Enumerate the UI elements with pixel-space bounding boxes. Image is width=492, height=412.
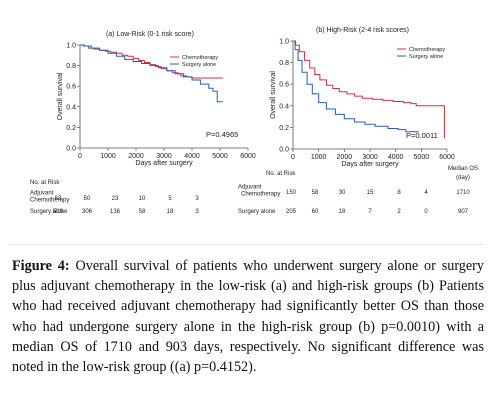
y-tick-label-a: 0.0 [66, 146, 76, 153]
x-axis-label-a: Days after surgery [135, 160, 193, 167]
y-tick-label-b: 0.2 [279, 125, 289, 132]
y-tick-label-a: 0.2 [66, 125, 76, 132]
median-os-unit: (day) [456, 175, 470, 181]
risk-row-label-a: Adjuvant [30, 191, 54, 197]
risk-cell-a: 18 [167, 209, 174, 215]
x-axis-label-b: Days after surgery [341, 161, 399, 168]
y-tick-label-b: 0.4 [279, 103, 289, 110]
risk-cell-b: 15 [367, 190, 374, 196]
legend-entry-b: Chemotherapy [409, 47, 445, 53]
x-tick-label-b: 2000 [337, 154, 353, 161]
caption-text: Overall survival of patients who underwe… [12, 258, 484, 376]
legend-entry-a: Surgery alone [182, 62, 216, 68]
risk-cell-a: 3 [195, 196, 199, 202]
risk-cell-a: 5 [168, 196, 172, 202]
risk-cell-a: 518 [53, 209, 64, 215]
x-tick-label-b: 3000 [362, 154, 378, 161]
risk-row-label-b: Adjuvant [238, 185, 262, 191]
series-line-b-chemotherapy [293, 40, 445, 139]
risk-cell-a: 63 [55, 196, 62, 202]
risk-cell-b: 30 [339, 190, 346, 196]
series-line-b-surgery-alone [293, 40, 419, 133]
y-tick-label-b: 0.8 [279, 60, 289, 67]
risk-row-label-b: Chemotherapy [241, 192, 280, 198]
x-tick-label-b: 0 [291, 154, 295, 161]
x-tick-label-a: 5000 [212, 153, 228, 160]
median-os-value: 1710 [456, 190, 470, 196]
y-tick-label-a: 1.0 [66, 43, 76, 50]
series-line-a-surgery-alone [80, 44, 223, 103]
y-tick-label-a: 0.4 [66, 104, 76, 111]
risk-cell-b: 4 [424, 190, 428, 196]
risk-cell-a: 50 [84, 196, 91, 202]
x-tick-label-b: 5000 [414, 154, 430, 161]
median-os-heading: Median OS [448, 166, 478, 172]
risk-cell-b: 58 [312, 190, 319, 196]
risk-table-heading-a: No. at Risk [30, 180, 60, 186]
p-value-b: P=0.0011 [406, 131, 438, 140]
risk-row-label-b: Surgery alone [238, 209, 276, 215]
risk-cell-b: 150 [286, 190, 297, 196]
x-tick-label-b: 6000 [439, 154, 455, 161]
y-tick-label-b: 0.6 [279, 82, 289, 89]
x-tick-label-b: 1000 [311, 154, 327, 161]
risk-cell-a: 306 [82, 209, 93, 215]
figure-canvas: (a) Low-Risk (0-1 risk score) 0.0 0.2 0.4 0.… [30, 27, 478, 215]
y-tick-label-a: 0.6 [66, 84, 76, 91]
y-axis-label-b: Overall survival [270, 71, 277, 119]
risk-cell-a: 136 [110, 209, 121, 215]
risk-cell-b: 2 [397, 209, 401, 215]
x-tick-label-a: 0 [78, 153, 82, 160]
panel-title-b: (b) High-Risk (2-4 risk scores) [316, 27, 409, 34]
risk-cell-a: 58 [139, 209, 146, 215]
risk-cell-b: 8 [397, 190, 401, 196]
figure-caption: Figure 4: Overall survival of patients w… [12, 256, 484, 377]
risk-cell-b: 0 [424, 209, 428, 215]
x-tick-label-a: 4000 [184, 153, 200, 160]
x-tick-label-a: 6000 [240, 153, 256, 160]
risk-cell-a: 10 [139, 196, 146, 202]
p-value-a: P=0.4965 [206, 130, 238, 139]
risk-row-label-a: Chemotherapy [30, 198, 69, 204]
y-tick-label-b: 0.0 [279, 147, 289, 154]
legend-entry-a: Chemotherapy [182, 55, 218, 61]
x-tick-label-a: 3000 [156, 153, 172, 160]
risk-cell-b: 18 [339, 209, 346, 215]
median-os-value: 907 [458, 209, 469, 215]
risk-row-label-a: Surgery alone [30, 209, 68, 215]
risk-cell-b: 60 [312, 209, 319, 215]
risk-cell-a: 3 [195, 209, 199, 215]
y-axis-label-a: Overall survival [57, 72, 64, 120]
x-tick-label-a: 2000 [128, 153, 144, 160]
legend-entry-b: Surgery alone [409, 54, 443, 60]
x-tick-label-a: 1000 [100, 153, 116, 160]
risk-cell-b: 7 [368, 209, 372, 215]
divider [8, 244, 484, 245]
panel-title-a: (a) Low-Risk (0-1 risk score) [106, 31, 194, 38]
risk-cell-b: 205 [286, 209, 297, 215]
y-tick-label-b: 1.0 [279, 39, 289, 46]
caption-label: Figure 4: [12, 258, 70, 274]
risk-cell-a: 23 [112, 196, 119, 202]
y-tick-label-a: 0.8 [66, 63, 76, 70]
risk-table-heading-b: No. at Risk [266, 171, 296, 177]
x-tick-label-b: 4000 [388, 154, 404, 161]
